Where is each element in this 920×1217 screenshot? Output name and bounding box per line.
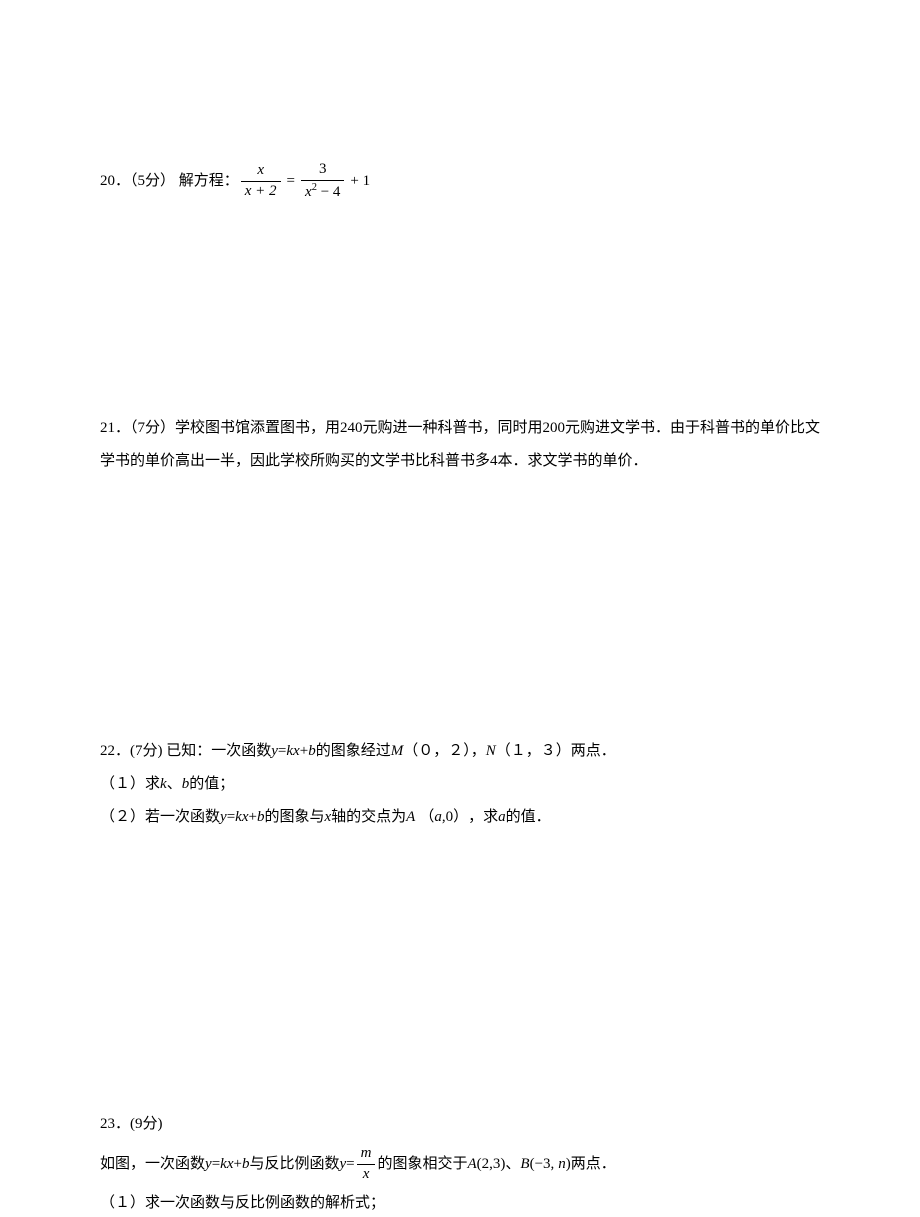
- p22-M: M: [391, 738, 404, 765]
- p21-text: 21．（7分）学校图书馆添置图书，用240元购进一种科普书，同时用200元购进文…: [100, 412, 820, 478]
- p22-header: 22．(7分) 已知：一次函数: [100, 738, 271, 765]
- p23-A-coords: (2,3): [477, 1151, 506, 1178]
- p20-eq: =: [287, 168, 295, 195]
- p22-y: y: [271, 738, 278, 765]
- p23-frac-num: m: [357, 1144, 376, 1165]
- p22-b: b: [308, 738, 316, 765]
- p23-b: b: [242, 1151, 250, 1178]
- p20-frac2-den: x2 − 4: [301, 181, 344, 203]
- p20-equation: x x + 2 = 3 x2 − 4 + 1: [239, 160, 370, 202]
- p23-header: 23．(9分): [100, 1111, 820, 1138]
- p23-line2: 如图，一次函数 y = kx + b 与反比例函数 y = m x 的图象相交于…: [100, 1144, 820, 1184]
- p23-y2: y: [339, 1151, 346, 1178]
- p23-y: y: [205, 1151, 212, 1178]
- p23-A: A: [467, 1151, 476, 1178]
- p22-kx: kx: [286, 738, 299, 765]
- p22-x: x: [324, 804, 331, 831]
- p23-sub1: （１）求一次函数与反比例函数的解析式；: [100, 1190, 820, 1217]
- p20-number: 20．（5分） 解方程：: [100, 168, 239, 195]
- problem-20: 20．（5分） 解方程： x x + 2 = 3 x2 − 4 + 1: [100, 160, 820, 202]
- problem-23: 23．(9分) 如图，一次函数 y = kx + b 与反比例函数 y = m …: [100, 1111, 820, 1217]
- p22-sub2: （２）若一次函数 y = kx + b 的图象与 x 轴的交点为 A （ a ,…: [100, 804, 820, 831]
- p20-frac1-den: x + 2: [241, 182, 281, 202]
- problem-21: 21．（7分）学校图书馆添置图书，用240元购进一种科普书，同时用200元购进文…: [100, 412, 820, 478]
- p23-B: B: [520, 1151, 529, 1178]
- p20-frac2: 3 x2 − 4: [301, 160, 344, 202]
- p22-N: N: [486, 738, 496, 765]
- problem-20-content: 20．（5分） 解方程： x x + 2 = 3 x2 − 4 + 1: [100, 160, 820, 202]
- p23-B-coords: (−3,n): [530, 1151, 571, 1178]
- p20-frac1: x x + 2: [241, 161, 281, 201]
- p20-tail: + 1: [350, 168, 370, 195]
- problem-22: 22．(7分) 已知：一次函数 y = kx + b 的图象经过 M （０，２）…: [100, 738, 820, 831]
- p22-b2: b: [182, 771, 190, 798]
- p22-k: k: [160, 771, 167, 798]
- p22-a: a: [434, 804, 442, 831]
- p23-kx: kx: [220, 1151, 233, 1178]
- p23-frac-den: x: [357, 1165, 376, 1185]
- p23-frac: m x: [357, 1144, 376, 1184]
- p22-A: A: [406, 804, 415, 831]
- p22-line1: 22．(7分) 已知：一次函数 y = kx + b 的图象经过 M （０，２）…: [100, 738, 820, 765]
- p20-frac1-num: x: [241, 161, 281, 182]
- p20-frac2-num: 3: [301, 160, 344, 181]
- p22-sub1: （１）求 k 、 b 的值；: [100, 771, 820, 798]
